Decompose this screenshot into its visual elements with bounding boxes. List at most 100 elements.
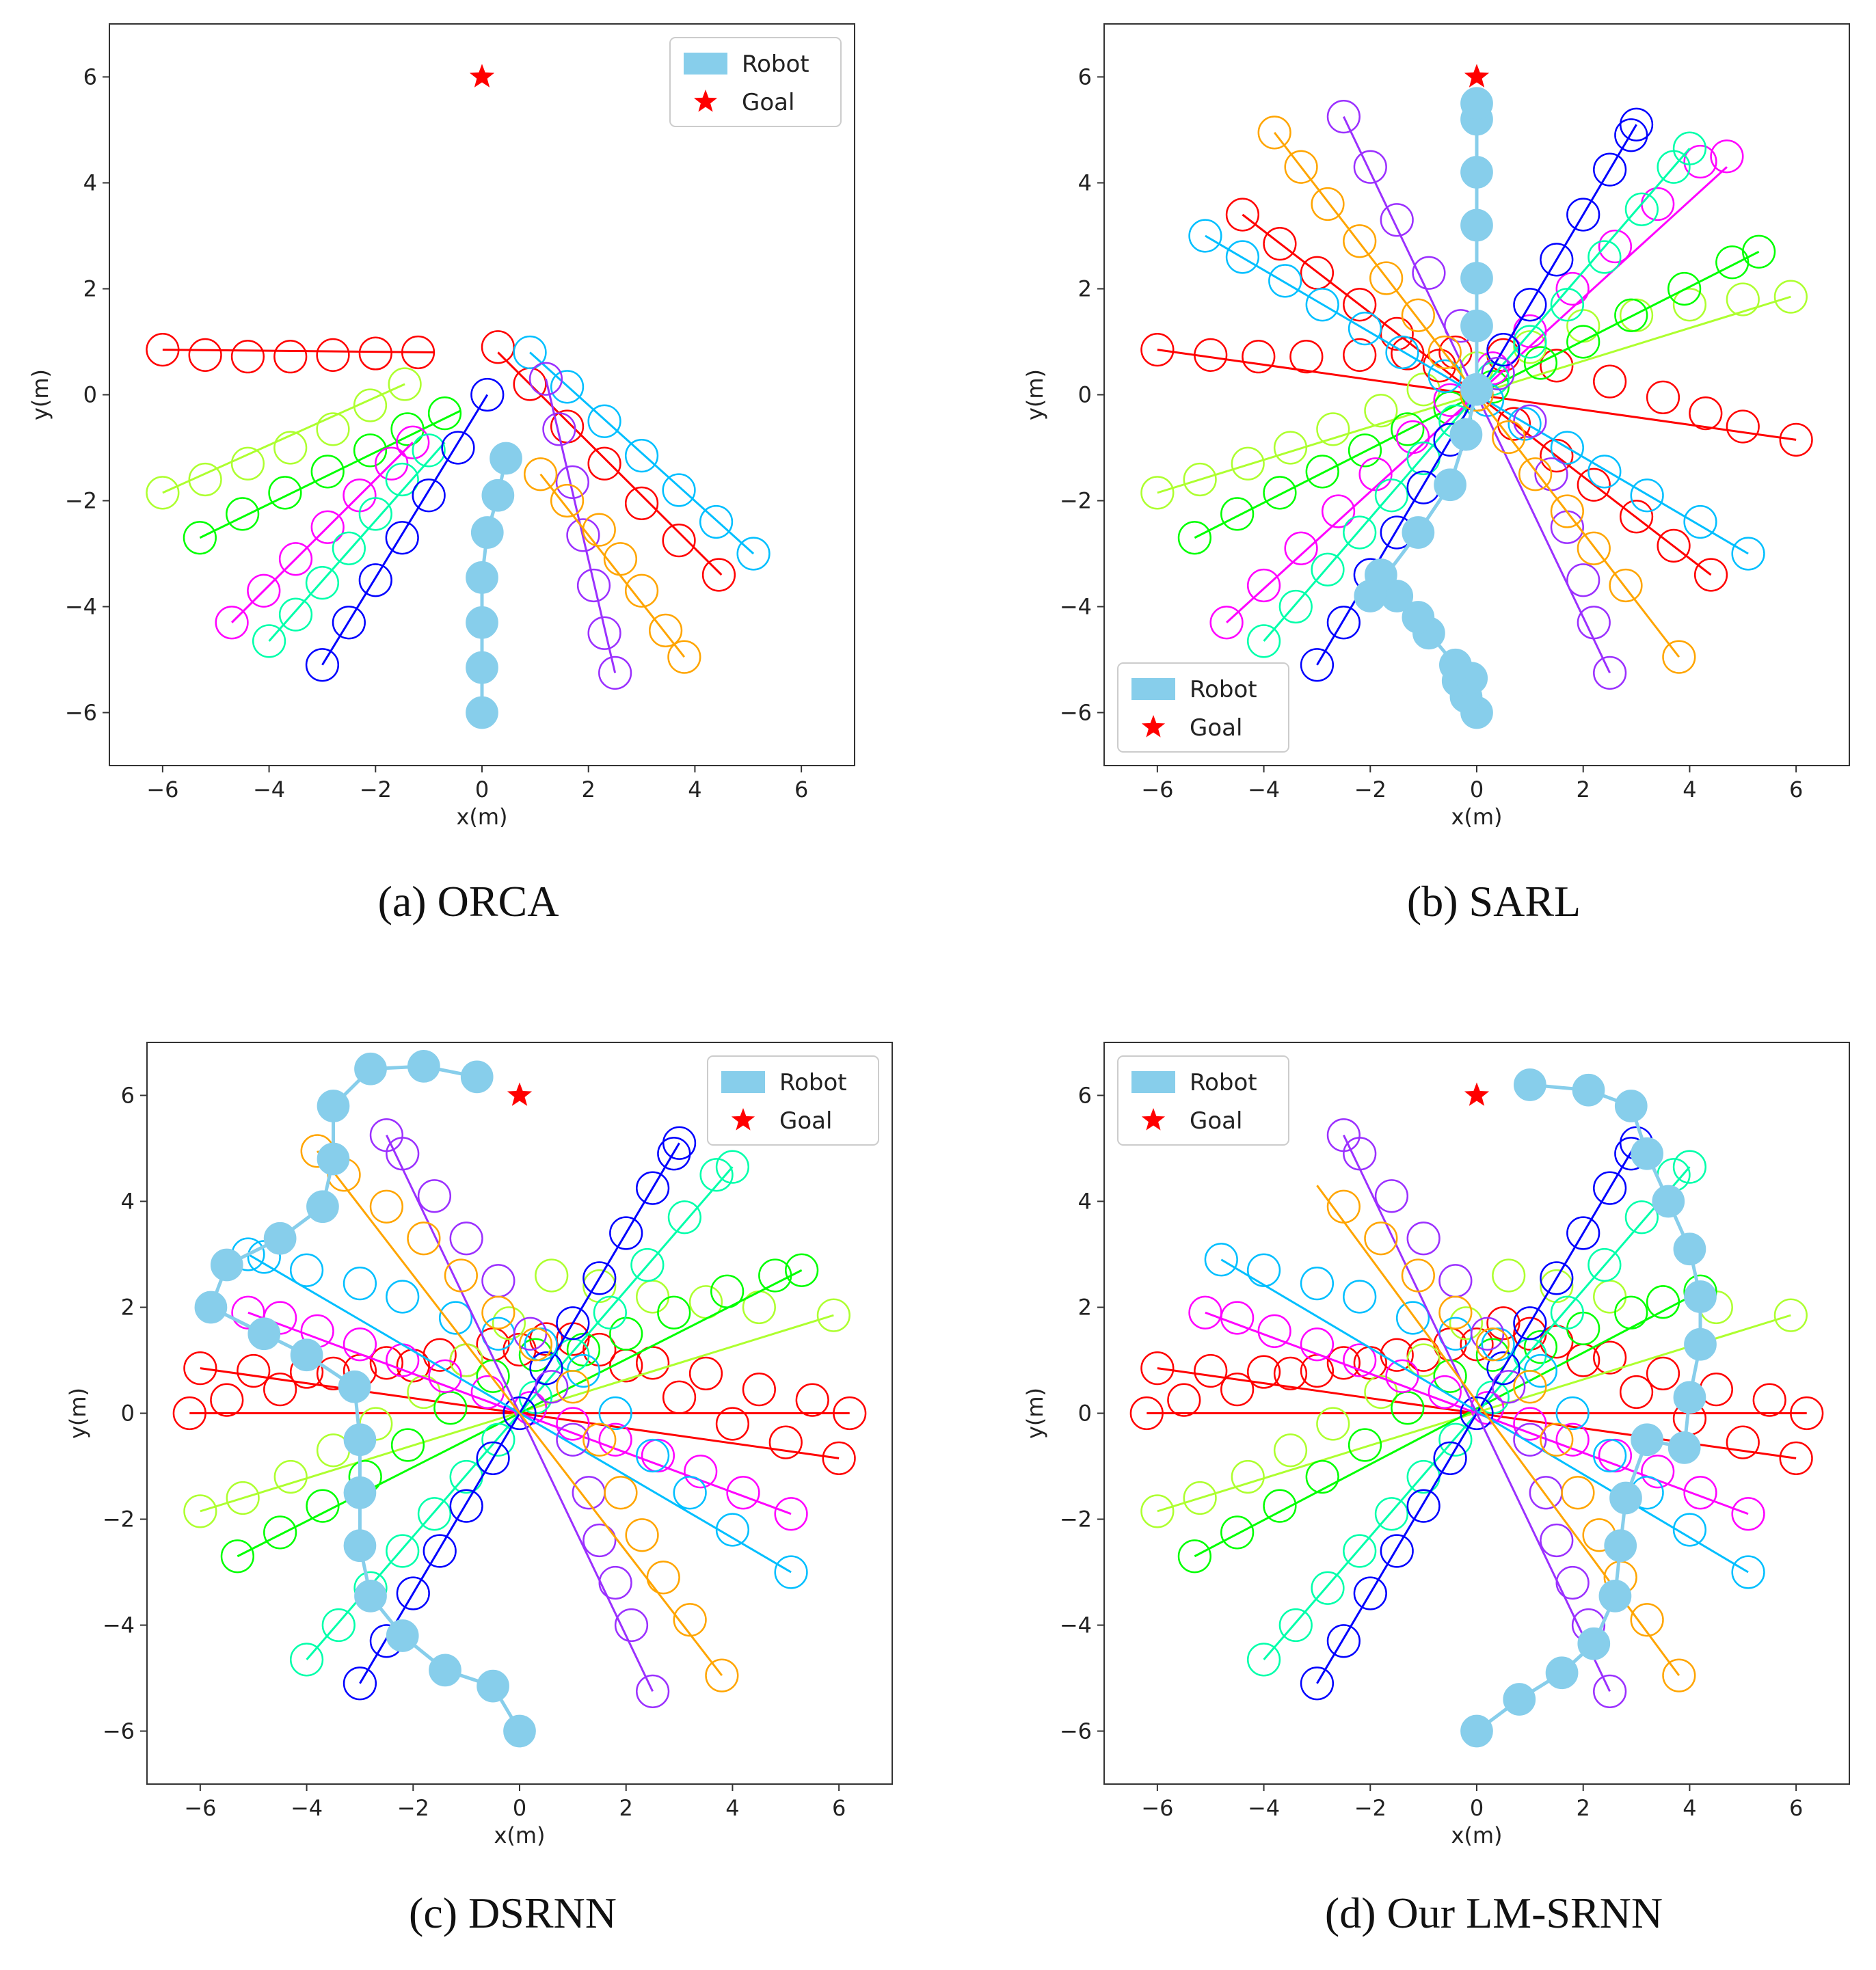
x-axis-label: x(m) xyxy=(1451,804,1502,830)
human-position-circle xyxy=(1326,100,1361,134)
human-position-circle xyxy=(1614,298,1648,332)
human-position-circle xyxy=(1231,446,1265,481)
human-position-circle xyxy=(1742,234,1776,269)
goal-star-marker xyxy=(469,64,495,87)
robot-position-circle xyxy=(1577,1627,1611,1660)
human-position-circle xyxy=(1257,1314,1291,1348)
human-position-circle xyxy=(576,568,611,603)
human-position-circle xyxy=(1555,1422,1590,1457)
robot-position-circle xyxy=(1402,601,1435,634)
human-position-circle xyxy=(412,478,446,513)
human-position-circle xyxy=(1326,1346,1361,1380)
human-position-circle xyxy=(230,446,265,481)
human-position-circle xyxy=(369,1189,403,1224)
x-tick-label: −4 xyxy=(253,777,285,802)
legend-goal-star xyxy=(693,90,718,112)
human-position-circle xyxy=(1641,1455,1675,1489)
robot-position-circle xyxy=(194,1291,228,1324)
robot-position-circle xyxy=(466,561,498,594)
robot-position-circle xyxy=(466,651,498,684)
robot-position-circle xyxy=(263,1222,297,1255)
human-position-circle xyxy=(556,1370,590,1404)
human-position-circle xyxy=(1204,1243,1238,1277)
human-position-circle xyxy=(310,455,345,489)
human-position-circle xyxy=(1540,1422,1574,1457)
human-position-circle xyxy=(662,524,696,558)
human-position-circle xyxy=(598,1565,632,1600)
human-position-circle xyxy=(1343,224,1377,258)
x-tick-label: 4 xyxy=(1683,1795,1696,1821)
human-position-circle xyxy=(1577,468,1611,502)
human-position-circle xyxy=(1257,116,1291,150)
human-trajectory-9 xyxy=(1326,1118,1627,1708)
human-position-circle xyxy=(1486,1306,1520,1340)
goal-star-marker xyxy=(507,1082,533,1106)
human-path-line xyxy=(539,473,686,658)
human-position-circle xyxy=(598,1396,632,1431)
human-position-circle xyxy=(1273,1433,1308,1468)
human-position-circle xyxy=(1220,1373,1255,1407)
y-tick-label: 6 xyxy=(1078,1083,1092,1109)
human-position-circle xyxy=(305,566,340,600)
human-position-circle xyxy=(524,457,558,491)
human-position-circle xyxy=(1316,412,1350,446)
human-position-circle xyxy=(822,1441,856,1475)
human-position-circle xyxy=(1550,494,1584,528)
human-position-circle xyxy=(1773,1298,1808,1332)
human-position-circle xyxy=(630,1247,665,1282)
human-position-circle xyxy=(1433,1441,1467,1475)
human-position-circle xyxy=(1779,422,1813,457)
human-position-circle xyxy=(306,1489,340,1523)
human-position-circle xyxy=(1523,346,1558,380)
human-position-circle xyxy=(1263,227,1297,261)
panel-caption: (c) DSRNN xyxy=(409,1889,617,1937)
human-trajectory-3 xyxy=(183,396,462,555)
human-position-circle xyxy=(1693,558,1728,592)
y-tick-label: 0 xyxy=(121,1401,135,1427)
human-position-circle xyxy=(555,465,589,499)
human-position-circle xyxy=(636,1674,670,1708)
human-position-circle xyxy=(1619,1375,1654,1409)
human-position-circle xyxy=(1343,288,1377,322)
human-position-circle xyxy=(1593,1438,1627,1473)
human-position-circle xyxy=(1523,1330,1558,1364)
human-position-circle xyxy=(1593,1674,1627,1708)
y-axis-label: y(m) xyxy=(65,1388,91,1439)
human-position-circle xyxy=(1577,531,1611,565)
robot-position-circle xyxy=(470,516,504,549)
human-position-circle xyxy=(188,462,222,497)
human-position-circle xyxy=(417,1179,452,1213)
human-position-circle xyxy=(1278,589,1313,624)
human-position-circle xyxy=(1406,1222,1440,1256)
human-position-circle xyxy=(736,537,770,571)
human-position-circle xyxy=(1598,229,1633,264)
human-position-circle xyxy=(699,1158,734,1192)
human-position-circle xyxy=(1689,396,1723,431)
human-position-circle xyxy=(535,1370,569,1404)
human-position-circle xyxy=(1305,288,1339,322)
human-position-circle xyxy=(1268,264,1302,298)
panel-c: −6 −4 −2 0 2 4 6 −6 −4 −2 0 2 4 6 x(m) y(m) Robot Goal xyxy=(65,1042,893,1848)
y-axis-label: y(m) xyxy=(1022,369,1048,420)
human-position-circle xyxy=(1380,316,1414,351)
human-position-circle xyxy=(1183,462,1217,497)
human-position-circle xyxy=(1593,152,1627,187)
human-position-circle xyxy=(1369,261,1404,295)
x-tick-label: 0 xyxy=(475,777,489,802)
robot-position-circle xyxy=(354,1580,387,1613)
panel-a: −6 −4 −2 0 2 4 6 −6 −4 −2 0 2 4 6 x(m) y(m) Robot Goal xyxy=(27,23,855,830)
human-position-circle xyxy=(1513,288,1547,322)
legend-label: Goal xyxy=(1190,714,1242,742)
x-tick-label: 2 xyxy=(1577,1795,1590,1821)
robot-position-circle xyxy=(343,1529,377,1563)
x-tick-label: −2 xyxy=(397,1795,429,1821)
human-position-circle xyxy=(1646,1356,1680,1390)
human-position-circle xyxy=(386,1534,420,1568)
human-position-circle xyxy=(1129,1396,1164,1431)
human-position-circle xyxy=(1540,349,1574,383)
human-position-circle xyxy=(1513,1370,1547,1404)
human-position-circle xyxy=(1284,531,1318,565)
human-position-circle xyxy=(795,1383,829,1417)
human-trajectory-10 xyxy=(300,1134,739,1692)
human-position-circle xyxy=(1646,380,1680,414)
